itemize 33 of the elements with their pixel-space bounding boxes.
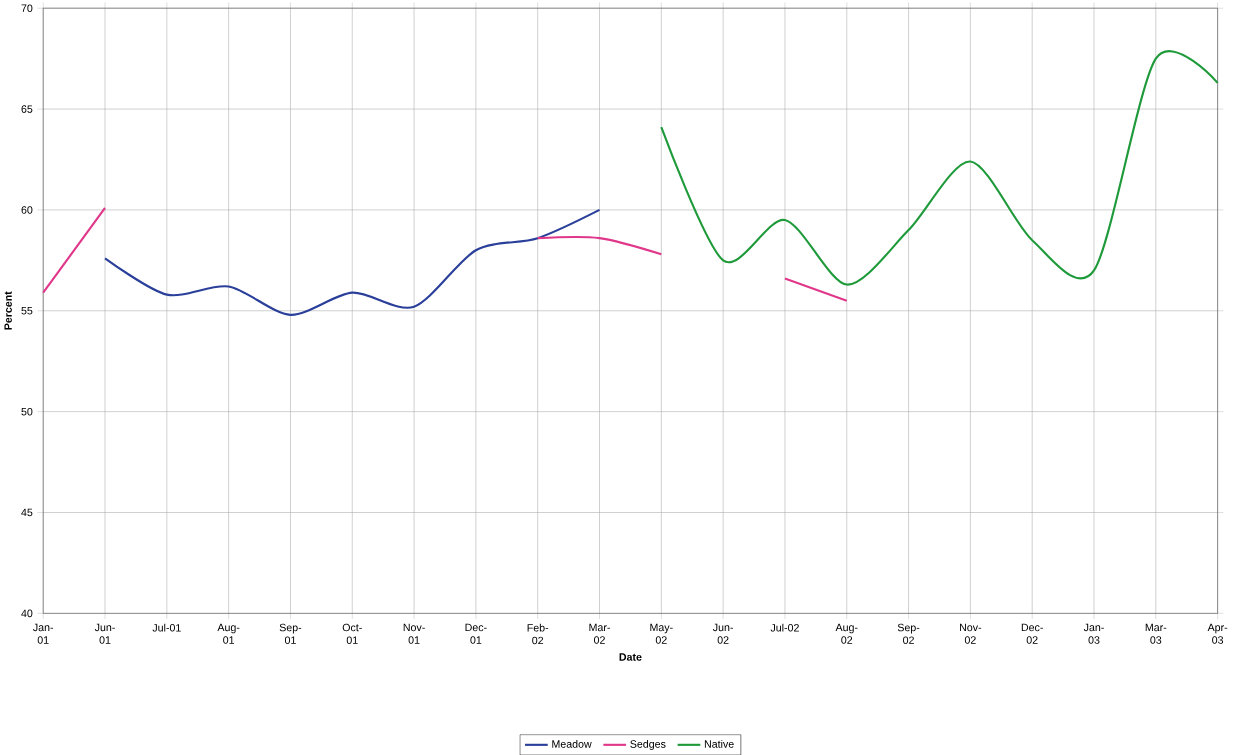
y-tick-label: 50 bbox=[21, 407, 33, 416]
x-tick-label: Jul-02 bbox=[770, 623, 799, 632]
x-tick-label: Sep-01 bbox=[279, 623, 302, 644]
x-tick-label: Jul-01 bbox=[152, 623, 181, 632]
legend-label: Native bbox=[704, 739, 734, 748]
y-axis-title: Percent bbox=[4, 291, 12, 330]
x-tick-label: Apr-03 bbox=[1207, 623, 1228, 644]
y-tick-label: 45 bbox=[21, 508, 33, 517]
line-series bbox=[103, 208, 601, 316]
y-tick-label: 55 bbox=[21, 306, 33, 315]
x-tick-label: Mar-02 bbox=[589, 623, 610, 644]
y-tick-label: 40 bbox=[21, 609, 33, 617]
x-tick-label: Dec-02 bbox=[1021, 623, 1043, 644]
legend-label: Meadow bbox=[552, 739, 592, 748]
y-tick-label: 65 bbox=[21, 105, 33, 113]
x-tick-label: May-02 bbox=[650, 623, 673, 644]
x-tick-label: Jan-01 bbox=[33, 623, 54, 644]
x-tick-label: Feb-02 bbox=[527, 623, 549, 645]
x-tick-label: Aug-01 bbox=[217, 623, 240, 644]
y-tick-label: 70 bbox=[21, 4, 33, 12]
x-tick-label: Dec-01 bbox=[465, 623, 487, 644]
y-tick-label: 60 bbox=[21, 206, 33, 214]
legend-label: Sedges bbox=[630, 739, 666, 750]
x-tick-label: Sep-02 bbox=[897, 623, 920, 644]
x-tick-label: Nov-02 bbox=[960, 623, 982, 644]
x-tick-label: Jun-02 bbox=[712, 623, 733, 644]
x-tick-label: Mar-03 bbox=[1145, 623, 1167, 644]
x-tick-label: Jun-01 bbox=[94, 623, 115, 644]
x-tick-label: Oct-01 bbox=[342, 623, 362, 644]
x-tick-label: Aug-02 bbox=[835, 623, 858, 644]
x-tick-label: Nov-01 bbox=[403, 623, 425, 644]
x-axis-title: Date bbox=[619, 653, 642, 661]
x-tick-label: Jan-03 bbox=[1083, 623, 1104, 644]
